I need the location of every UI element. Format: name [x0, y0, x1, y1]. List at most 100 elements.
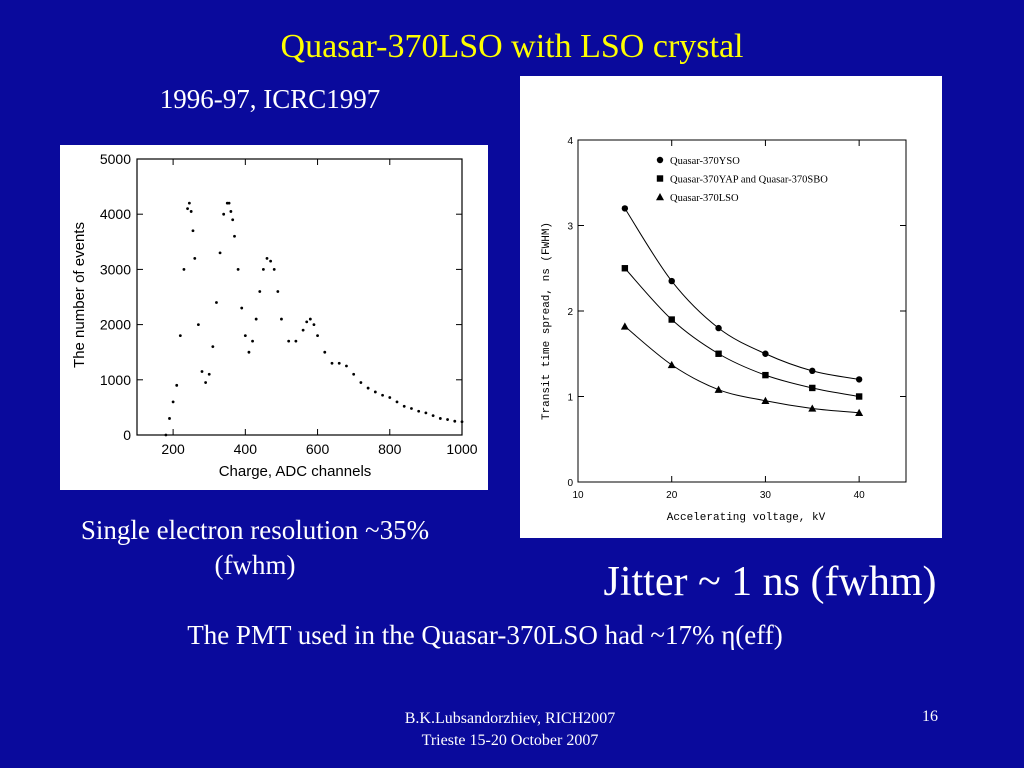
legend-marker: [656, 193, 664, 201]
data-point: [196, 323, 200, 326]
data-point: [359, 381, 363, 384]
data-point: [388, 396, 392, 399]
data-point: [855, 393, 863, 400]
data-point: [345, 364, 348, 368]
data-point: [366, 386, 370, 390]
charge-spectrum-points: [164, 201, 464, 437]
data-point: [855, 376, 863, 383]
legend-marker: [656, 156, 664, 164]
page-number: 16: [922, 708, 938, 725]
data-point: [236, 268, 240, 271]
footer-line2: Trieste 15-20 October 2007: [421, 732, 599, 750]
data-point: [233, 234, 236, 238]
data-point: [276, 290, 280, 293]
transit-time-curves: [624, 208, 860, 414]
data-point: [621, 205, 629, 212]
data-point: [761, 396, 770, 404]
y-tick-label: 0: [123, 427, 131, 443]
data-point: [668, 277, 675, 285]
data-point: [410, 407, 413, 410]
series-curve: [624, 267, 860, 397]
y-tick-label: 1000: [100, 372, 131, 388]
y-tick-label: 3000: [100, 261, 131, 277]
data-point: [762, 350, 769, 357]
y-tick-label: 2000: [100, 317, 131, 333]
data-point: [714, 385, 723, 393]
plot-frame: [136, 158, 463, 436]
data-point: [207, 372, 211, 376]
legend: Quasar-370YSO Quasar-370YAP and Quasar-37…: [656, 156, 828, 204]
data-point: [200, 370, 204, 373]
y-tick-label: 0: [567, 478, 573, 489]
data-point: [402, 404, 406, 408]
data-point: [446, 418, 449, 421]
charge-spectrum-axes: 200 400 600 800 1000 0 1000 2000 3000 4000 5000: [100, 151, 478, 457]
y-tick-label: 4000: [100, 206, 131, 222]
data-point: [762, 371, 769, 379]
data-point: [337, 361, 341, 365]
data-point: [254, 317, 258, 321]
data-point: [301, 328, 305, 332]
data-point: [809, 367, 816, 375]
charge-spectrum-chart: 200 400 600 800 1000 0 1000 2000 3000 4000 5000 Ch…: [71, 151, 478, 480]
data-point: [855, 408, 864, 416]
data-point: [168, 417, 171, 420]
x-tick-label: 200: [161, 441, 185, 457]
data-point: [175, 383, 179, 387]
resolution-caption-line1: Single electron resolution ~35%: [80, 515, 430, 545]
data-point: [211, 345, 215, 349]
data-point: [229, 210, 233, 213]
data-point: [231, 218, 235, 222]
data-point: [312, 323, 316, 326]
data-point: [287, 339, 291, 343]
data-point: [352, 372, 356, 376]
x-tick-label: 600: [306, 441, 330, 457]
data-point: [620, 322, 629, 330]
data-point: [215, 301, 218, 304]
pmt-note: The PMT used in the Quasar-370LSO had ~1…: [187, 620, 783, 650]
x-tick-label: 20: [666, 490, 678, 501]
data-point: [373, 390, 377, 394]
transit-time-panel: 10 20 30 40 0 1 2 3 4 Quasar-370YSO Quasar-370YAP…: [520, 76, 942, 538]
data-point: [193, 256, 197, 260]
data-point: [191, 229, 195, 233]
data-point: [240, 306, 244, 310]
data-point: [808, 404, 817, 412]
data-point: [453, 419, 457, 423]
data-point: [424, 411, 428, 415]
y-tick-label: 5000: [100, 151, 131, 167]
data-point: [258, 290, 262, 293]
data-point: [218, 251, 222, 255]
resolution-caption-line2: (fwhm): [214, 550, 296, 581]
x-tick-label: 10: [572, 490, 584, 501]
data-point: [171, 400, 175, 404]
data-point: [305, 320, 309, 324]
series-curve: [624, 208, 860, 380]
legend-marker: [656, 175, 664, 182]
data-point: [294, 339, 298, 343]
data-point: [417, 409, 421, 413]
series-curve: [624, 326, 860, 414]
jitter-statement: Jitter ~ 1 ns (fwhm): [603, 559, 937, 605]
data-point: [621, 265, 629, 272]
left-caption-top: 1996-97, ICRC1997: [159, 84, 381, 114]
data-point: [189, 210, 193, 213]
y-axis-label: The number of events: [71, 222, 88, 368]
data-point: [280, 317, 283, 321]
y-tick-label: 4: [567, 136, 573, 147]
data-point: [186, 207, 189, 211]
data-point: [667, 360, 676, 369]
transit-time-chart: 10 20 30 40 0 1 2 3 4 Quasar-370YSO Quasar-370YAP…: [541, 136, 907, 524]
data-point: [438, 417, 442, 420]
footer-line1: B.K.Lubsandorzhiev, RICH2007: [404, 710, 616, 727]
data-point: [164, 433, 168, 437]
data-point: [178, 334, 182, 338]
x-axis-label: Accelerating voltage, kV: [667, 512, 826, 524]
data-point: [222, 212, 226, 216]
data-point: [243, 334, 247, 338]
data-point: [272, 268, 276, 271]
data-point: [269, 259, 273, 263]
data-point: [316, 334, 319, 338]
charge-spectrum-panel: 200 400 600 800 1000 0 1000 2000 3000 4000 5000 Ch…: [60, 145, 488, 490]
x-tick-label: 400: [234, 441, 258, 457]
